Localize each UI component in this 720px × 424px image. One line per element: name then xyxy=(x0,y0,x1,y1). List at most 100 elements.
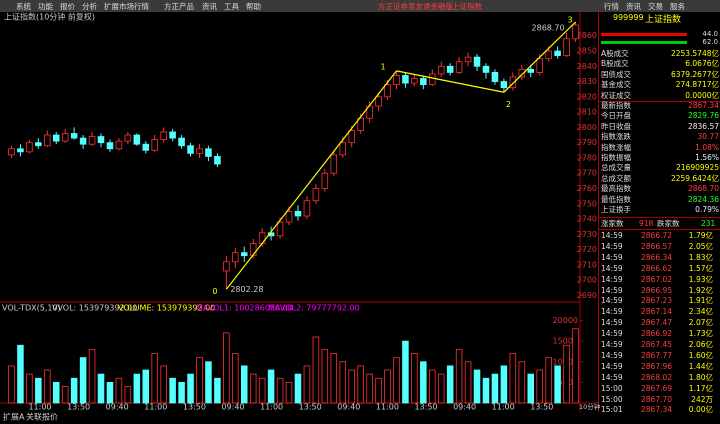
quote-value: 1.56% xyxy=(695,153,719,162)
menu-item[interactable]: 系统 xyxy=(16,2,31,11)
candle-body xyxy=(79,137,87,145)
tick-amount: 1.60亿 xyxy=(688,350,713,360)
volume-bar xyxy=(26,373,33,404)
breadth-item: 涨家数 xyxy=(601,219,624,228)
candle-body xyxy=(500,81,508,89)
tick-amount: 1.73亿 xyxy=(688,329,713,339)
volume-bar xyxy=(491,373,499,404)
tick-price: 2867.70 xyxy=(641,394,673,404)
candle-body xyxy=(509,76,517,89)
quote-label: A股成交 xyxy=(601,49,629,58)
candle-body xyxy=(151,139,158,151)
quote-panel: 10分钟 999999 上证指数 44.0 62.0 A股成交 2253.5748亿 B股成交… xyxy=(579,12,720,414)
candle-body xyxy=(491,72,499,82)
candle-body xyxy=(303,200,311,217)
candle-body xyxy=(160,131,167,141)
menu-item[interactable]: 方正产品 xyxy=(164,2,194,11)
volume-legend: MAVOL1: 100286056.00 xyxy=(196,304,293,313)
volume-legend: VOLUME: 153979392.00 xyxy=(118,304,215,313)
tick-price: 2866.92 xyxy=(641,329,673,339)
candle-body xyxy=(8,148,15,156)
tick-time: 14:59 xyxy=(601,329,623,339)
candle-body xyxy=(285,211,293,223)
tick-time: 14:59 xyxy=(601,307,623,317)
menu-item[interactable]: 分析 xyxy=(82,2,97,11)
menu-item[interactable]: 扩展市场行情 xyxy=(104,2,149,11)
time-label: 09:40 xyxy=(221,403,244,412)
y-tick-label: 2730 xyxy=(577,230,597,239)
chart-title: 上证指数(10分钟 前复权) xyxy=(4,12,95,22)
volume-bar xyxy=(294,373,302,404)
volume-bar xyxy=(169,377,176,404)
menu-item[interactable]: 功能 xyxy=(38,2,53,11)
menu-tab[interactable]: 服务 xyxy=(670,2,685,11)
quote-label: 最新指数 xyxy=(601,101,631,110)
candle-body xyxy=(563,38,570,57)
tick-row: 14:59 2867.96 1.44亿 xyxy=(601,362,719,372)
y-tick-label: 2820 xyxy=(577,92,597,101)
time-label: 11:00 xyxy=(28,403,51,412)
time-label: 11:00 xyxy=(260,403,283,412)
quote-label: 昨日收盘 xyxy=(601,121,631,131)
volume-legend: MAVOL2: 79777792.00 xyxy=(268,304,360,313)
quote-row: 上证换手 0.79% xyxy=(601,205,719,215)
volume-bar xyxy=(258,377,266,404)
y-tick-label: 2710 xyxy=(577,260,597,269)
quote-row: 国债成交 6379.2677亿 xyxy=(601,70,719,80)
menu-tab[interactable]: 行情 xyxy=(604,2,619,11)
menu-item[interactable]: 工具 xyxy=(224,2,239,11)
separator xyxy=(599,101,720,103)
volume-bar xyxy=(88,348,96,404)
tick-amount: 2.07亿 xyxy=(688,318,713,328)
volume-title: VOL-TDX(5,10) xyxy=(2,304,61,313)
candle-body xyxy=(115,140,123,150)
bottom-tab: 扩展A xyxy=(3,412,25,422)
quote-value: 2824.36 xyxy=(687,194,719,204)
menu-item[interactable]: 帮助 xyxy=(246,2,261,11)
tick-time: 15:00 xyxy=(601,383,623,393)
volume-bar xyxy=(446,365,454,404)
tick-row: 14:59 2867.23 1.91亿 xyxy=(601,296,719,306)
tick-price: 2866.72 xyxy=(641,231,673,240)
candle-body xyxy=(375,96,382,107)
time-label: 13:50 xyxy=(414,403,437,412)
volume-bar xyxy=(151,353,158,404)
tick-time: 14:59 xyxy=(601,231,623,240)
wave-label: 1 xyxy=(380,62,385,71)
tick-row: 14:59 2866.92 1.73亿 xyxy=(601,329,719,339)
ratio-value: 62.0 xyxy=(702,38,718,46)
tick-row: 14:59 2866.72 1.79亿 xyxy=(601,231,719,241)
volume-bar xyxy=(178,381,185,404)
y-tick-label: 2690 xyxy=(577,291,597,300)
menu-tab[interactable]: 交易 xyxy=(648,2,663,11)
tick-price: 2867.23 xyxy=(641,296,673,306)
menu-item[interactable]: 资讯 xyxy=(202,2,217,11)
wave-label: 2 xyxy=(506,100,511,109)
quote-row: 昨日收盘 2836.57 xyxy=(601,122,719,132)
breadth-row: 涨家数 918 跌家数 231 xyxy=(601,219,719,229)
tick-price: 2867.77 xyxy=(641,350,673,360)
y-tick-label: 2760 xyxy=(577,184,597,193)
volume-bar xyxy=(420,361,427,404)
time-label: 09:40 xyxy=(337,403,360,412)
candle-body xyxy=(106,142,114,150)
time-label: 11:00 xyxy=(144,403,167,412)
tick-row: 14:59 2867.14 2.34亿 xyxy=(601,307,719,317)
candle-body xyxy=(446,65,454,73)
tick-row: 14:59 2866.34 1.83亿 xyxy=(601,253,719,263)
volume-bar xyxy=(339,361,347,404)
chart: 上证指数(10分钟 前复权) 2860 2850 2840 2830 2820 2810 28… xyxy=(0,12,598,422)
quote-row: 最高指数 2868.70 xyxy=(601,184,719,194)
low-label: 2802.28 xyxy=(230,285,263,294)
menu-tab[interactable]: 资讯 xyxy=(626,2,641,11)
time-label: 13:50 xyxy=(183,403,206,412)
quote-value: 6.0676亿 xyxy=(685,59,719,69)
menu-item[interactable]: 报价 xyxy=(60,2,75,11)
quote-label: 指数涨幅 xyxy=(601,142,631,152)
quote-label: 总成交额 xyxy=(601,173,631,183)
quote-row: 最新指数 2867.34 xyxy=(601,101,719,111)
y-tick-label: 2810 xyxy=(577,108,597,117)
tick-row: 14:59 2866.95 1.92亿 xyxy=(601,286,719,296)
volume-bar xyxy=(285,381,293,404)
candle-body xyxy=(240,252,248,257)
